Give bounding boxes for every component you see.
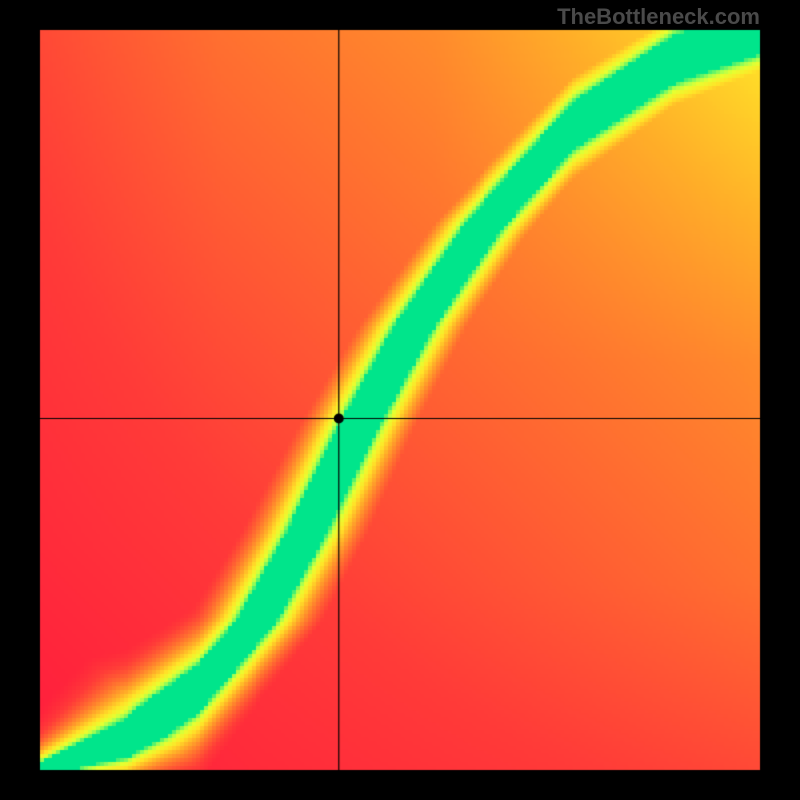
chart-container: TheBottleneck.com	[0, 0, 800, 800]
watermark-text: TheBottleneck.com	[557, 4, 760, 30]
bottleneck-heatmap	[0, 0, 800, 800]
